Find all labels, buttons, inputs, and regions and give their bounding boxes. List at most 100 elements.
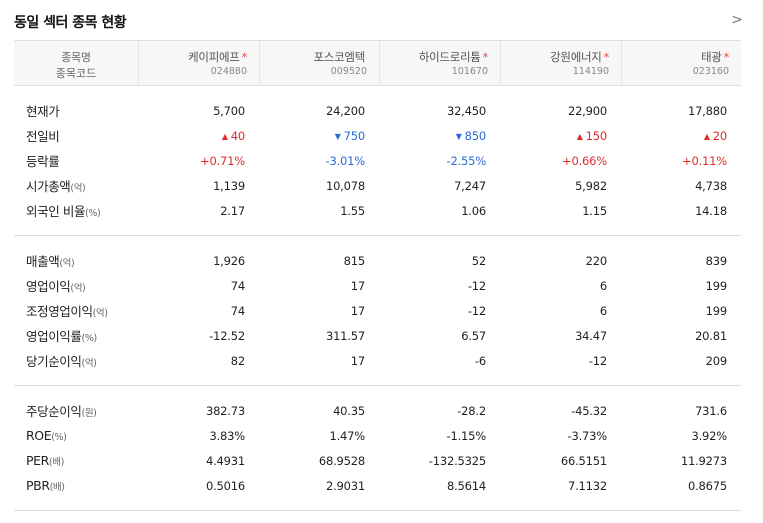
- value-cell: 6: [500, 304, 621, 318]
- row-label: 매출액(억): [14, 251, 138, 270]
- value-text: 382.73: [205, 403, 245, 418]
- company-header[interactable]: 포스코엠텍 009520: [259, 41, 379, 85]
- table-row: 시가총액(억) 1,139 10,078 7,247 5,982 4,738: [14, 173, 741, 198]
- row-label: PER(배): [14, 453, 138, 468]
- value-cell: 731.6: [621, 404, 741, 418]
- row-label-text: 전일비: [26, 129, 60, 144]
- row-label-text: 영업이익: [26, 279, 71, 294]
- row-label-text: 매출액: [26, 254, 60, 269]
- company-name-text[interactable]: 강원에너지: [550, 50, 602, 64]
- value-text: 82: [230, 353, 245, 368]
- value-cell: +0.66%: [500, 154, 621, 168]
- value-cell: 34.47: [500, 329, 621, 343]
- row-unit: (%): [81, 333, 98, 344]
- row-label-text: 당기순이익: [26, 354, 82, 369]
- table-row: ROE(%) 3.83% 1.47% -1.15% -3.73% 3.92%: [14, 423, 741, 448]
- company-name[interactable]: 케이피에프 *: [188, 49, 247, 65]
- value-cell: 20.81: [621, 329, 741, 343]
- value-cell: 1.15: [500, 204, 621, 218]
- row-label: 조정영업이익(억): [14, 301, 138, 320]
- value-text: 32,450: [446, 103, 486, 118]
- value-cell: 17: [259, 279, 379, 293]
- company-name[interactable]: 하이드로리튬 *: [419, 49, 488, 65]
- value-cell: 8.5614: [379, 479, 500, 493]
- value-text: 74: [230, 278, 245, 293]
- peer-comparison-table: 종목명 종목코드 케이피에프 * 024880 포스코엠텍 009520 하이드로리튬 * 1…: [14, 40, 741, 511]
- value-cell: 7.1132: [500, 479, 621, 493]
- value-cell: 66.5151: [500, 454, 621, 468]
- row-label: ROE(%): [14, 428, 138, 443]
- value-cell: 17: [259, 304, 379, 318]
- value-cell: 199: [621, 304, 741, 318]
- value-cell: 382.73: [138, 404, 259, 418]
- value-text: 2.9031: [325, 478, 365, 493]
- row-label-text: 외국인 비율: [26, 204, 86, 219]
- company-header[interactable]: 케이피에프 * 024880: [138, 41, 259, 85]
- table-row: 등락률 +0.71% -3.01% -2.55% +0.66% +0.11%: [14, 148, 741, 173]
- row-unit: (억): [92, 308, 108, 319]
- row-label: 시가총액(억): [14, 176, 138, 195]
- row-unit: (원): [81, 408, 97, 419]
- row-unit: (%): [85, 208, 101, 219]
- company-code: 114190: [572, 66, 609, 77]
- company-name[interactable]: 강원에너지 *: [550, 49, 609, 65]
- value-cell: 311.57: [259, 329, 379, 343]
- company-name-text[interactable]: 케이피에프: [188, 50, 240, 64]
- value-cell: -3.73%: [500, 429, 621, 443]
- row-label-text: 등락률: [26, 154, 60, 169]
- value-text: 815: [343, 253, 366, 268]
- value-text: 1,139: [213, 178, 245, 193]
- value-cell: -45.32: [500, 404, 621, 418]
- company-name-text[interactable]: 포스코엠텍: [313, 50, 366, 64]
- triangle-up-icon: ▲: [221, 131, 228, 141]
- header-label-cell: 종목명 종목코드: [14, 41, 138, 85]
- value-cell: 10,078: [259, 179, 379, 193]
- value-cell: 4,738: [621, 179, 741, 193]
- row-label-text: PBR: [26, 478, 50, 493]
- company-name-text[interactable]: 태광: [700, 50, 722, 64]
- star-marker: *: [482, 50, 489, 64]
- value-text: 6: [599, 278, 607, 293]
- company-header[interactable]: 하이드로리튬 * 101670: [379, 41, 500, 85]
- value-text: 750: [343, 128, 366, 143]
- value-cell: 3.92%: [621, 429, 741, 443]
- star-marker: *: [723, 50, 730, 64]
- value-text: +0.71%: [200, 153, 245, 168]
- value-text: 731.6: [695, 403, 727, 418]
- value-cell: 40.35: [259, 404, 379, 418]
- triangle-down-icon: ▼: [334, 131, 341, 141]
- table-row: 전일비 ▲ 40 ▼ 750 ▼ 850 ▲ 150 ▲ 20: [14, 123, 741, 148]
- code-column-label: 종목코드: [55, 67, 97, 80]
- value-text: 5,700: [213, 103, 245, 118]
- value-text: 5,982: [575, 178, 607, 193]
- row-unit: (%): [51, 432, 67, 443]
- company-name[interactable]: 태광 *: [701, 49, 729, 65]
- value-cell: 199: [621, 279, 741, 293]
- company-header[interactable]: 강원에너지 * 114190: [500, 41, 621, 85]
- table-body: 현재가 5,700 24,200 32,450 22,900 17,880 전일비 ▲ 40 ▼ 7…: [14, 86, 741, 511]
- row-label-text: ROE: [26, 428, 52, 443]
- metrics-section: 매출액(억) 1,926 815 52 220 839 영업이익(억) 74 17 -12 6 199…: [14, 236, 741, 386]
- value-text: 17: [350, 353, 365, 368]
- value-cell: ▲ 20: [621, 129, 741, 143]
- value-text: 7,247: [454, 178, 486, 193]
- table-row: PER(배) 4.4931 68.9528 -132.5325 66.5151 11.92…: [14, 448, 741, 473]
- value-cell: -12: [500, 354, 621, 368]
- row-unit: (억): [59, 258, 75, 269]
- value-cell: 3.83%: [138, 429, 259, 443]
- value-text: 311.57: [325, 328, 365, 343]
- value-text: 1.15: [582, 203, 607, 218]
- chevron-right-icon[interactable]: >: [731, 12, 743, 28]
- value-cell: -28.2: [379, 404, 500, 418]
- value-cell: 11.9273: [621, 454, 741, 468]
- row-label-text: 시가총액: [26, 179, 71, 194]
- value-cell: -12.52: [138, 329, 259, 343]
- value-text: -45.32: [571, 403, 607, 418]
- triangle-down-icon: ▼: [455, 131, 462, 141]
- row-label: PBR(배): [14, 478, 138, 493]
- company-header[interactable]: 태광 * 023160: [621, 41, 741, 85]
- section-title: 동일 섹터 종목 현황: [14, 15, 127, 31]
- value-text: 34.47: [575, 328, 607, 343]
- company-name[interactable]: 포스코엠텍: [314, 49, 367, 65]
- company-name-text[interactable]: 하이드로리튬: [418, 50, 481, 64]
